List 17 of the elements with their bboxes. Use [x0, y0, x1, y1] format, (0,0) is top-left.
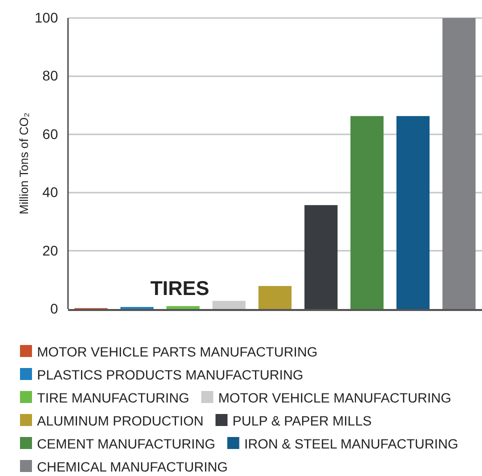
y-tick-label: 40 — [42, 184, 58, 200]
y-tick-label: 80 — [42, 68, 58, 84]
legend-label: CEMENT MANUFACTURING — [37, 436, 216, 452]
annotation: TIRES — [150, 278, 210, 300]
legend-label: CHEMICAL MANUFACTURING — [37, 459, 228, 474]
y-tick-label: 60 — [42, 126, 58, 142]
legend-label: MOTOR VEHICLE MANUFACTURING — [218, 390, 452, 406]
legend-label: IRON & STEEL MANUFACTURING — [244, 436, 458, 452]
y-tick-label: 20 — [42, 242, 58, 258]
legend-label: ALUMINUM PRODUCTION — [37, 413, 204, 428]
y-tick-label: 0 — [50, 300, 58, 316]
y-tick-label: 100 — [34, 9, 58, 26]
legend-label: PLASTICS PRODUCTS MANUFACTURING — [37, 367, 304, 382]
legend-label: MOTOR VEHICLE PARTS MANUFACTURING — [37, 344, 318, 360]
legend-label: TIRE MANUFACTURING — [37, 390, 190, 406]
legend-label: PULP & PAPER MILLS — [232, 413, 372, 428]
y-axis-title: Million Tons of CO₂ — [17, 112, 31, 214]
